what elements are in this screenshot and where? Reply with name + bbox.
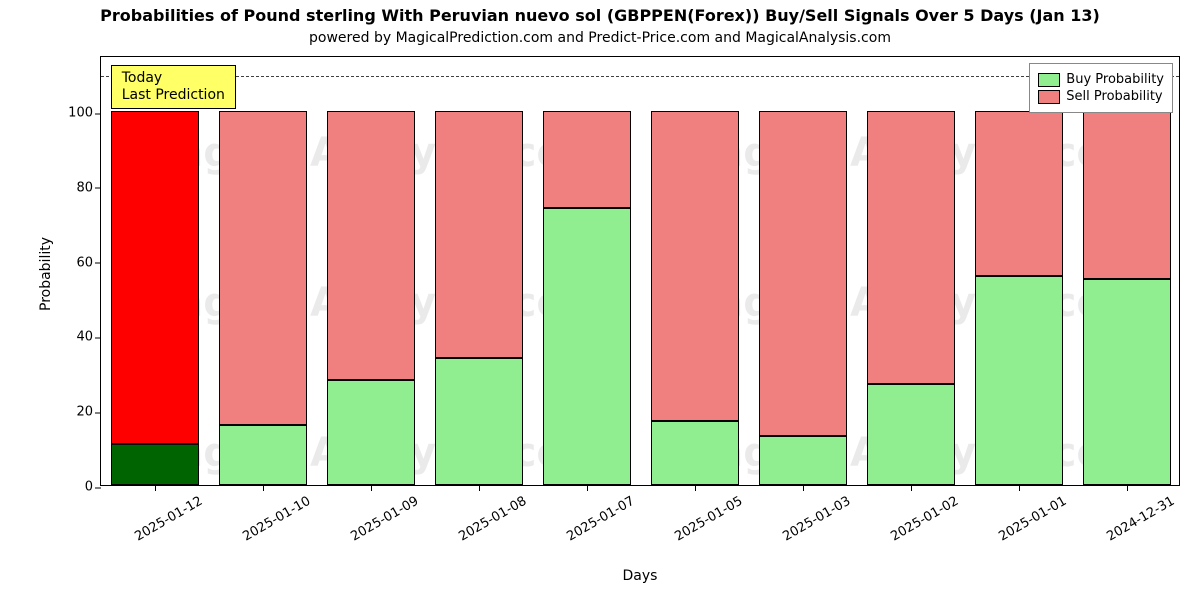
sell-bar [435, 111, 524, 358]
buy-bar [327, 380, 416, 485]
x-tick-mark [263, 485, 264, 491]
bar-group [327, 111, 416, 485]
buy-bar [435, 358, 524, 485]
legend-item: Buy Probability [1038, 72, 1164, 87]
today-annotation: TodayLast Prediction [111, 65, 236, 109]
legend: Buy Probability Sell Probability [1029, 63, 1173, 113]
y-tick: 60 [76, 255, 101, 270]
legend-label: Buy Probability [1066, 72, 1164, 87]
bar-group [759, 111, 848, 485]
x-tick-mark [587, 485, 588, 491]
sell-bar [759, 111, 848, 436]
annotation-line: Last Prediction [122, 87, 225, 104]
y-tick: 100 [68, 106, 101, 121]
bar-group [1083, 111, 1172, 485]
x-tick-mark [803, 485, 804, 491]
x-tick-mark [155, 485, 156, 491]
x-tick-label: 2025-01-01 [991, 485, 1069, 544]
sell-bar [327, 111, 416, 380]
bar-group [219, 111, 308, 485]
sell-bar [543, 111, 632, 208]
legend-label: Sell Probability [1066, 89, 1162, 104]
buy-bar [975, 276, 1064, 485]
chart-title: Probabilities of Pound sterling With Per… [0, 6, 1200, 25]
x-axis-label: Days [100, 568, 1180, 584]
bar-group [975, 111, 1064, 485]
x-tick-label: 2025-01-12 [127, 485, 205, 544]
x-tick-label: 2025-01-05 [667, 485, 745, 544]
buy-bar [759, 436, 848, 485]
y-axis-label: Probability [38, 237, 54, 311]
bar-group [651, 111, 740, 485]
y-tick: 0 [85, 480, 101, 495]
buy-bar [1083, 279, 1172, 485]
x-tick-label: 2025-01-10 [235, 485, 313, 544]
bar-group [867, 111, 956, 485]
x-tick-label: 2025-01-09 [343, 485, 421, 544]
sell-bar [111, 111, 200, 444]
y-tick: 20 [76, 405, 101, 420]
bar-group [435, 111, 524, 485]
x-tick-mark [911, 485, 912, 491]
x-tick-label: 2025-01-07 [559, 485, 637, 544]
y-tick: 40 [76, 330, 101, 345]
x-tick-label: 2025-01-08 [451, 485, 529, 544]
sell-bar [651, 111, 740, 421]
x-tick-label: 2025-01-02 [883, 485, 961, 544]
x-tick-label: 2024-12-31 [1099, 485, 1177, 544]
chart-subtitle: powered by MagicalPrediction.com and Pre… [0, 30, 1200, 46]
sell-bar [219, 111, 308, 425]
sell-bar [1083, 111, 1172, 279]
x-tick-mark [479, 485, 480, 491]
buy-bar [111, 444, 200, 485]
buy-bar [219, 425, 308, 485]
annotation-line: Today [122, 70, 225, 87]
chart-container: Probabilities of Pound sterling With Per… [0, 0, 1200, 600]
bar-group [111, 111, 200, 485]
x-tick-mark [1127, 485, 1128, 491]
legend-swatch [1038, 90, 1060, 104]
reference-line [101, 76, 1179, 77]
legend-swatch [1038, 73, 1060, 87]
x-tick-mark [1019, 485, 1020, 491]
x-tick-label: 2025-01-03 [775, 485, 853, 544]
bar-group [543, 111, 632, 485]
sell-bar [867, 111, 956, 384]
legend-item: Sell Probability [1038, 89, 1164, 104]
x-tick-mark [695, 485, 696, 491]
buy-bar [651, 421, 740, 485]
sell-bar [975, 111, 1064, 276]
x-tick-mark [371, 485, 372, 491]
plot-area: MagicalAnalysis.comMagicalAnalysis.comMa… [100, 56, 1180, 486]
buy-bar [543, 208, 632, 485]
y-tick: 80 [76, 180, 101, 195]
buy-bar [867, 384, 956, 485]
